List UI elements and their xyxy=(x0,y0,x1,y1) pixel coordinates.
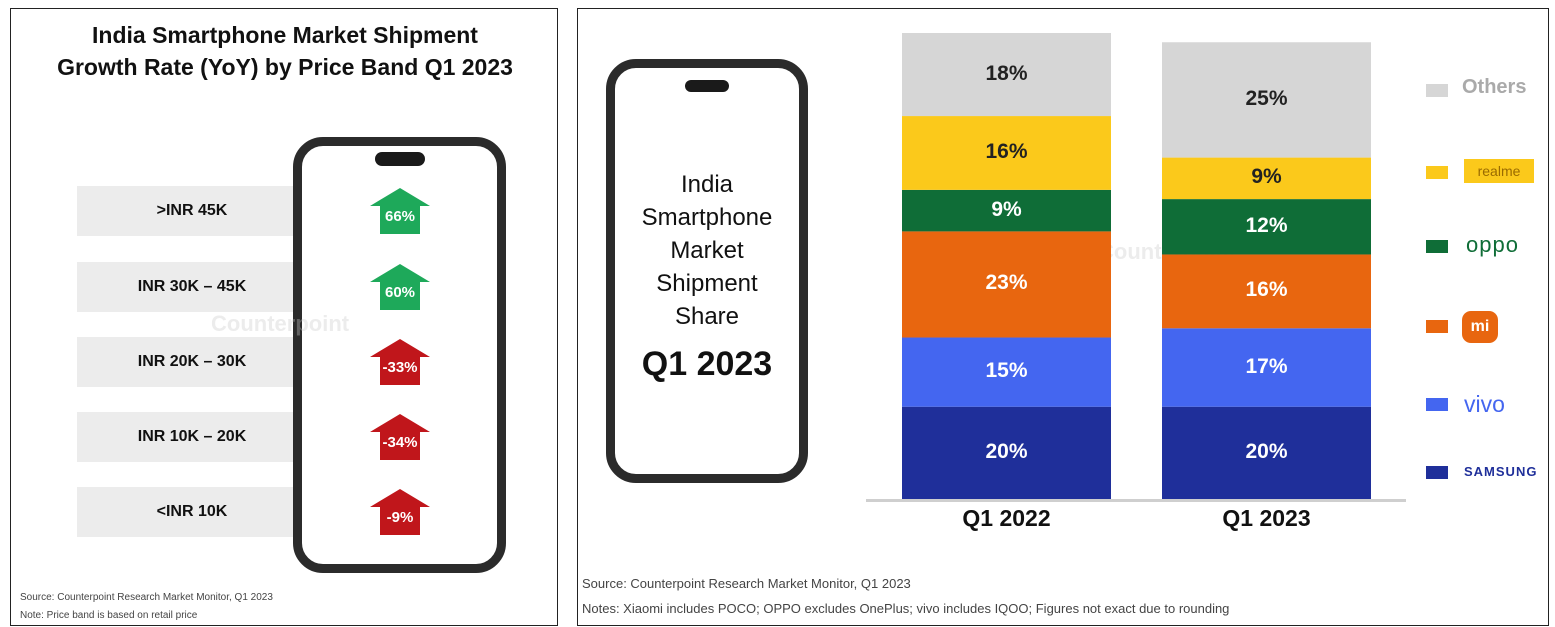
segment-value-label: 16% xyxy=(985,139,1028,163)
price-band-label: INR 10K – 20K xyxy=(137,428,247,445)
phone-title-line: Shipment xyxy=(656,270,758,297)
price-band-label: <INR 10K xyxy=(156,503,228,520)
bar-segment-oppo xyxy=(1162,199,1371,255)
bar-segment-oppo xyxy=(902,189,1111,232)
bar-segment-vivo xyxy=(902,337,1111,407)
legend-label-others: Others xyxy=(1462,76,1527,98)
growth-arrow: -33% xyxy=(370,339,430,385)
phone-notch xyxy=(375,152,425,166)
growth-arrow: 60% xyxy=(370,264,430,310)
x-axis-label: Q1 2023 xyxy=(1222,505,1311,531)
phone-title-line: Smartphone xyxy=(641,204,773,231)
bar-segment-xiaomi xyxy=(902,231,1111,338)
bar-segment-samsung xyxy=(902,406,1111,499)
segment-value-label: 9% xyxy=(1251,165,1282,189)
bar-segment-others xyxy=(1162,42,1371,158)
growth-value-label: -33% xyxy=(382,359,418,376)
phone-title-line: India xyxy=(680,171,734,198)
segment-value-label: 20% xyxy=(985,439,1028,463)
bar-segment-vivo xyxy=(1162,328,1371,407)
vivo-logo: vivo xyxy=(1464,391,1505,417)
bar-segment-samsung xyxy=(1162,406,1371,499)
growth-value-label: 60% xyxy=(384,284,416,301)
samsung-logo: SAMSUNG xyxy=(1464,464,1538,479)
growth-arrow: -9% xyxy=(370,489,430,535)
bar-segment-realme xyxy=(1162,157,1371,200)
bar-segment-realme xyxy=(902,116,1111,190)
legend-swatch-oppo xyxy=(1426,240,1448,253)
xiaomi-logo: mi xyxy=(1462,311,1498,343)
legend-swatch-realme xyxy=(1426,166,1448,179)
realme-logo-text: realme xyxy=(1477,163,1521,179)
segment-value-label: 17% xyxy=(1245,354,1288,378)
segment-value-label: 20% xyxy=(1245,439,1288,463)
rounding-note: Notes: Xiaomi includes POCO; OPPO exclud… xyxy=(582,601,1230,616)
price-band-note: Note: Price band is based on retail pric… xyxy=(20,610,198,621)
share-panel: India Smartphone Market Shipment Share Q1 20… xyxy=(577,8,1549,626)
watermark: Counterpoint xyxy=(211,311,350,336)
price-band-label: INR 20K – 30K xyxy=(137,353,247,370)
growth-value-label: -34% xyxy=(382,434,418,451)
bar-segment-others xyxy=(902,33,1111,117)
share-chart xyxy=(866,33,1406,502)
price-band-label: >INR 45K xyxy=(156,202,228,219)
source-note-right: Source: Counterpoint Research Market Mon… xyxy=(582,576,911,591)
source-note: Source: Counterpoint Research Market Mon… xyxy=(20,592,273,603)
phone-frame-right xyxy=(606,59,808,483)
growth-title-line2: Growth Rate (YoY) by Price Band Q1 2023 xyxy=(57,54,513,80)
growth-arrow: 66% xyxy=(370,188,430,234)
growth-value-label: 66% xyxy=(384,208,416,225)
growth-arrow: -34% xyxy=(370,414,430,460)
segment-value-label: 25% xyxy=(1245,86,1288,110)
bar-segment-xiaomi xyxy=(1162,254,1371,329)
realme-logo: realme xyxy=(1464,159,1534,183)
price-band-label: INR 30K – 45K xyxy=(137,278,247,295)
segment-value-label: 15% xyxy=(985,359,1028,383)
phone-title-line: Share xyxy=(674,303,740,330)
segment-value-label: 9% xyxy=(991,197,1022,221)
legend-swatch-samsung xyxy=(1426,466,1448,479)
segment-value-label: 23% xyxy=(985,271,1028,295)
legend-swatch-others xyxy=(1426,84,1448,97)
x-axis-label: Q1 2022 xyxy=(962,505,1051,531)
growth-title-line1: India Smartphone Market Shipment xyxy=(92,22,478,48)
phone-period: Q1 2023 xyxy=(641,345,773,383)
growth-panel: India Smartphone Market Shipment Growth … xyxy=(10,8,558,626)
xiaomi-logo-text: mi xyxy=(1470,318,1490,335)
segment-value-label: 16% xyxy=(1245,278,1288,302)
phone-title-line: Market xyxy=(670,237,744,264)
phone-notch-right xyxy=(685,80,729,92)
legend-swatch-vivo xyxy=(1426,398,1448,411)
chart-baseline xyxy=(866,499,1406,502)
legend-swatch-xiaomi xyxy=(1426,320,1448,333)
oppo-logo: oppo xyxy=(1466,232,1519,257)
segment-value-label: 18% xyxy=(985,61,1028,85)
growth-value-label: -9% xyxy=(386,509,414,526)
segment-value-label: 12% xyxy=(1245,213,1288,237)
